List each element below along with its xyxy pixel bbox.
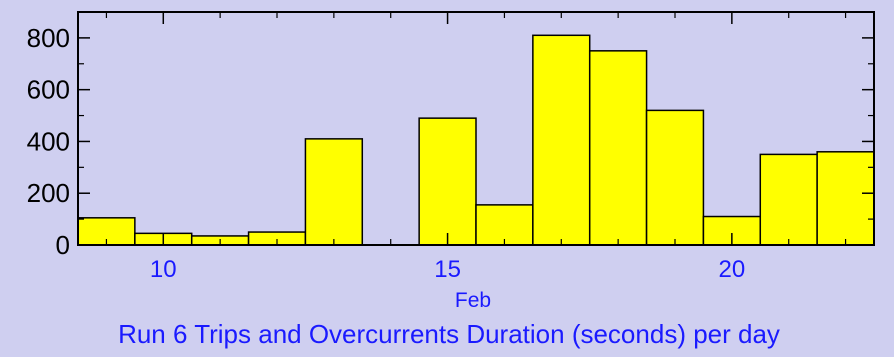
ticks-layer: 0 200 400 600 800 10 15 20 [27, 12, 874, 283]
bar [304, 138, 364, 246]
chart-title: Run 6 Trips and Overcurrents Duration (s… [118, 319, 780, 349]
y-tick-label: 400 [27, 126, 70, 156]
y-tick-label: 600 [27, 75, 70, 105]
plot-frame [77, 11, 875, 246]
x-tick-label: 20 [719, 256, 746, 283]
y-tick-label: 800 [27, 23, 70, 53]
x-tick-label: 15 [434, 256, 461, 283]
bar [816, 151, 875, 246]
y-tick-label: 200 [27, 178, 70, 208]
bar [645, 109, 705, 246]
bars-layer [77, 34, 875, 246]
x-tick-label: 10 [150, 256, 177, 283]
y-tick-label: 0 [56, 230, 70, 260]
bar [532, 34, 591, 246]
bar [418, 117, 477, 246]
x-axis-label: Feb [455, 289, 491, 312]
bar [475, 204, 534, 246]
bar [759, 153, 818, 246]
bar [588, 50, 648, 246]
